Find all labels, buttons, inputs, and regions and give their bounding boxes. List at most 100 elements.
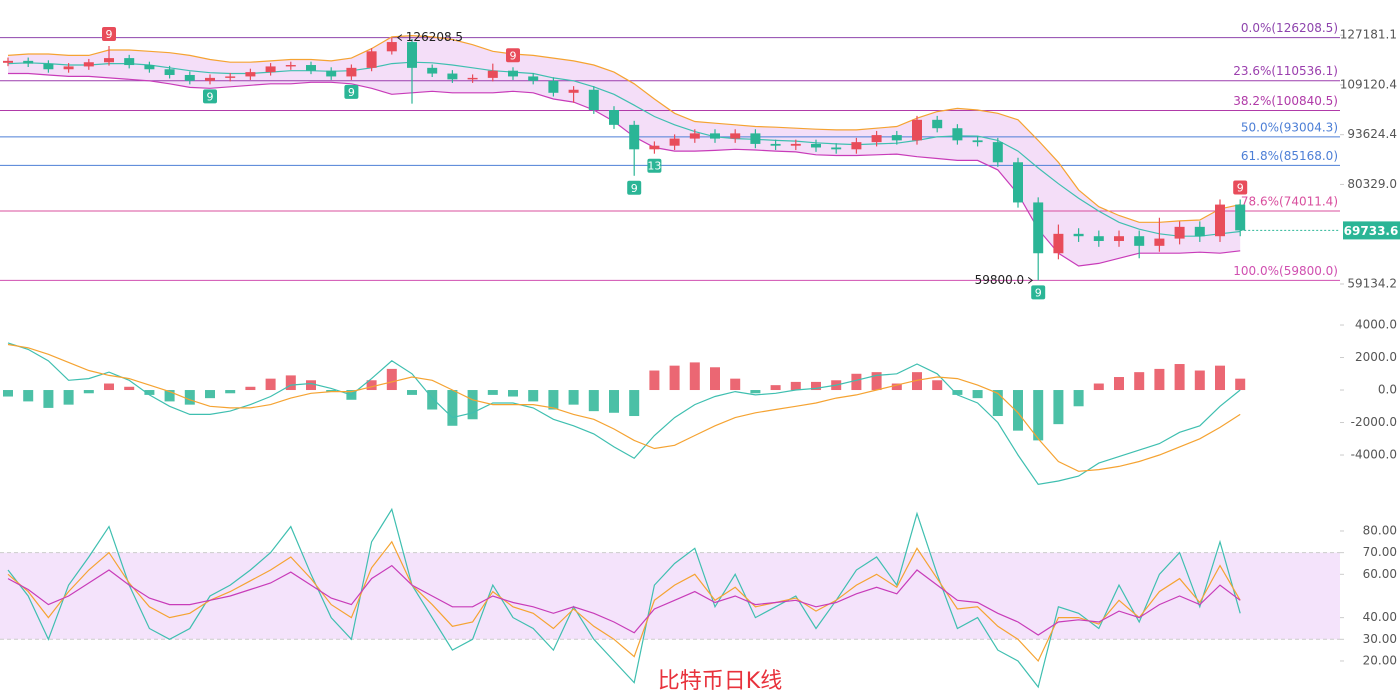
candle-body	[83, 62, 94, 67]
y-tick-label: 70.00	[1363, 545, 1397, 559]
bollinger-middle	[7, 61, 1241, 237]
candle-body	[548, 80, 559, 93]
macd-bar	[467, 390, 478, 420]
td-marker-text: 9	[1035, 286, 1042, 299]
macd-line	[7, 342, 1241, 485]
candle-body	[811, 143, 821, 148]
macd-bar	[972, 390, 983, 399]
macd-bar	[1215, 365, 1225, 391]
y-tick-label: 80329.0	[1347, 177, 1397, 191]
candle-body	[104, 58, 114, 63]
candle-body	[124, 58, 135, 66]
macd-bar	[629, 390, 640, 417]
fib-label: 78.6%(74011.4)	[1241, 195, 1338, 209]
candle-body	[386, 42, 397, 52]
td-marker-text: 9	[207, 90, 214, 103]
candle-body	[346, 67, 357, 77]
macd-bar	[992, 390, 1003, 417]
y-tick-label: 93624.4	[1347, 127, 1397, 141]
y-tick-label: 2000.0	[1355, 350, 1397, 364]
macd-bar	[144, 390, 155, 395]
macd-bar	[326, 390, 337, 392]
candle-body	[3, 60, 13, 63]
rsi-band	[0, 552, 1340, 640]
macd-bar	[1174, 364, 1185, 391]
macd-bar	[43, 390, 54, 408]
candle-body	[1154, 238, 1165, 246]
macd-bar	[912, 372, 922, 391]
y-tick-label: -2000.0	[1351, 415, 1397, 429]
bollinger-upper	[7, 34, 1241, 223]
candle-body	[528, 76, 539, 81]
macd-bar	[447, 390, 458, 426]
macd-bar	[63, 390, 74, 405]
candle-body	[1194, 226, 1205, 237]
macd-line	[7, 343, 1241, 472]
macd-bar	[568, 390, 579, 405]
macd-bar	[588, 390, 599, 412]
macd-bar	[508, 390, 518, 397]
candle-body	[932, 119, 943, 129]
macd-bar	[487, 390, 498, 395]
candle-body	[1013, 162, 1023, 203]
candle-body	[184, 74, 195, 81]
candle-body	[972, 140, 983, 143]
macd-bar	[245, 386, 256, 391]
macd-bar	[83, 390, 94, 394]
macd-bar	[710, 367, 720, 391]
td-marker	[647, 158, 662, 173]
fib-label: 100.0%(59800.0)	[1233, 264, 1338, 278]
macd-bar	[285, 375, 296, 391]
candle-body	[750, 133, 761, 144]
macd-bar	[790, 381, 801, 391]
td-marker	[203, 89, 217, 104]
td-marker	[102, 26, 116, 41]
rsi-line	[7, 540, 1241, 663]
candle-body	[23, 60, 34, 64]
candle-body	[164, 69, 175, 75]
macd-bar	[23, 390, 34, 402]
candle-body	[225, 76, 236, 78]
macd-bar	[932, 380, 943, 391]
candle-body	[629, 124, 640, 150]
candle-body	[689, 133, 700, 139]
td-marker	[506, 48, 520, 63]
rsi-line	[7, 507, 1241, 689]
macd-bar	[1194, 370, 1205, 391]
macd-bar	[407, 390, 417, 395]
candle-body	[790, 143, 801, 146]
candle-body	[144, 65, 155, 70]
macd-bar	[609, 390, 619, 413]
macd-bar	[770, 385, 781, 391]
candle-body	[1073, 233, 1084, 237]
macd-bar	[164, 390, 175, 402]
macd-bar	[1235, 378, 1246, 391]
y-tick-label: 40.00	[1363, 610, 1397, 624]
price-annotation: 126208.5	[406, 30, 463, 44]
macd-bar	[124, 386, 135, 391]
candle-body	[770, 143, 781, 146]
y-tick-label: 0.0	[1378, 383, 1397, 397]
annotation-arrow	[396, 34, 403, 42]
macd-bar	[205, 390, 215, 399]
td-marker	[1031, 285, 1046, 300]
macd-bar	[1114, 377, 1124, 391]
chart-title: 比特币日K线	[658, 669, 782, 694]
candle-body	[1114, 236, 1124, 241]
fib-label: 23.6%(110536.1)	[1233, 64, 1338, 78]
macd-bar	[952, 390, 963, 395]
y-tick-label: 4000.0	[1355, 318, 1397, 332]
macd-bar	[689, 362, 700, 391]
y-tick-label: 109120.4	[1340, 77, 1397, 91]
td-marker-text: 9	[631, 182, 638, 195]
macd-bar	[1134, 372, 1145, 391]
fib-label: 61.8%(85168.0)	[1241, 149, 1338, 163]
macd-bar	[306, 380, 316, 391]
candle-body	[952, 128, 963, 141]
price-annotation: 59800.0	[975, 273, 1025, 287]
macd-bar	[891, 383, 902, 391]
macd-bar	[871, 372, 882, 391]
candle-body	[1235, 204, 1246, 231]
